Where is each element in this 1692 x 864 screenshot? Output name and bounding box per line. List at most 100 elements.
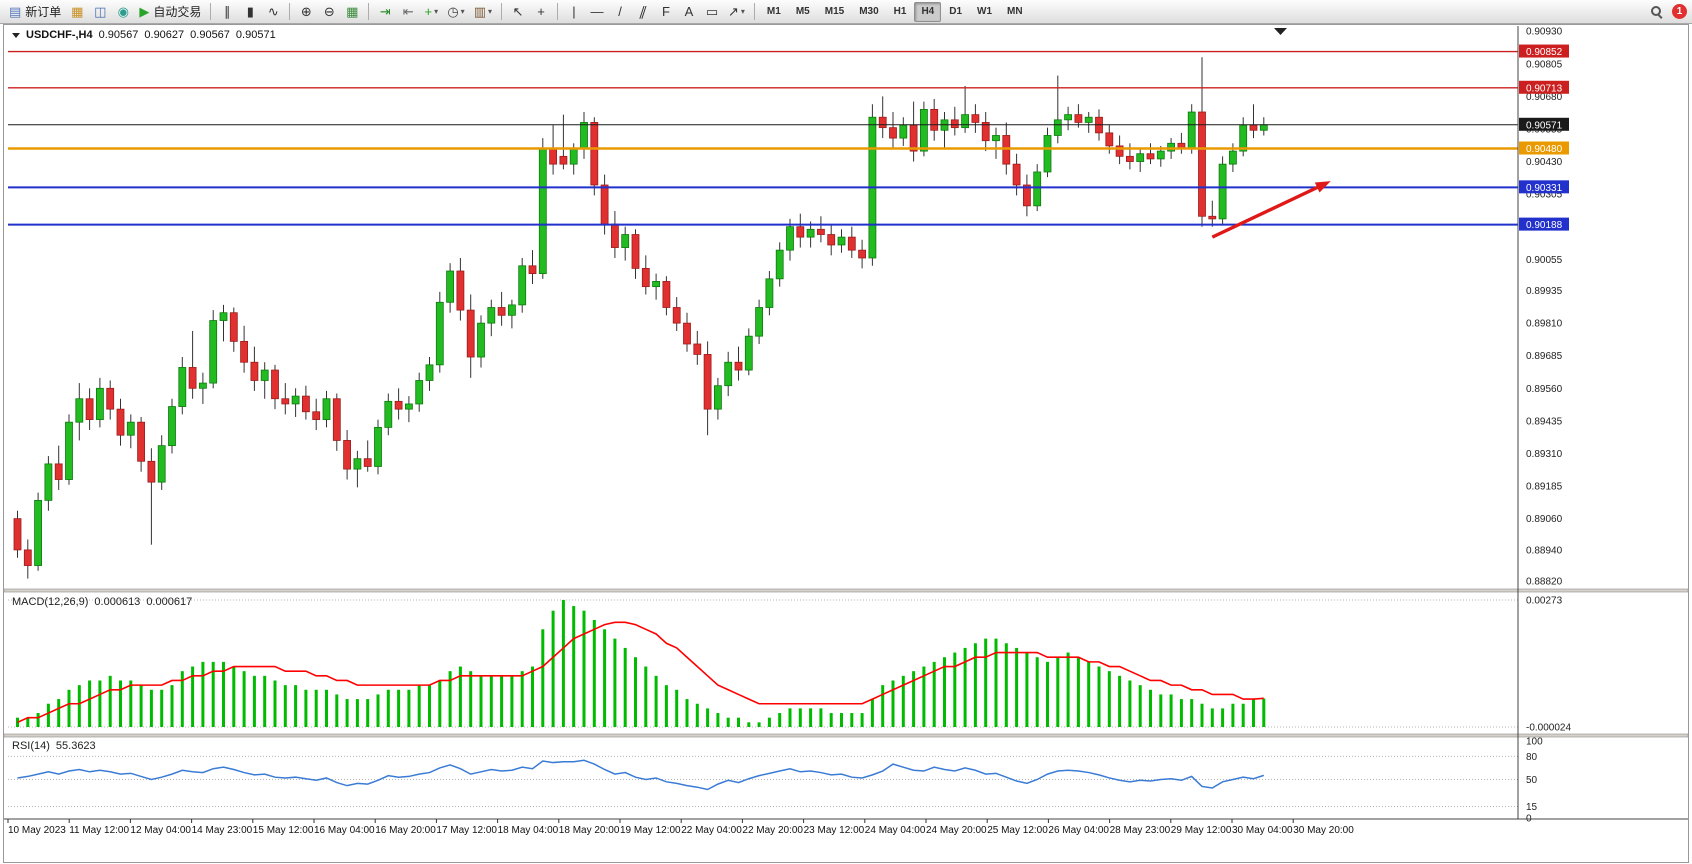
candle-bullish bbox=[755, 307, 763, 337]
notification-badge[interactable]: 1 bbox=[1672, 4, 1687, 19]
candle-bearish bbox=[693, 343, 702, 355]
candle-bullish bbox=[178, 367, 187, 407]
macd-bar bbox=[1221, 708, 1225, 727]
symbol-marker-icon[interactable] bbox=[12, 32, 20, 38]
time-axis-label: 16 May 20:00 bbox=[375, 825, 436, 836]
macd-bar bbox=[963, 647, 967, 727]
candlestick-chart-icon[interactable]: ▮ bbox=[239, 2, 261, 22]
price-badge-text: 0.90852 bbox=[1526, 47, 1563, 58]
macd-bar bbox=[1210, 708, 1214, 727]
candle-bearish bbox=[1002, 135, 1011, 165]
candle-bullish bbox=[837, 236, 846, 246]
search-icon bbox=[1650, 5, 1663, 18]
price-axis-label: 0.89185 bbox=[1526, 482, 1563, 493]
periods-icon[interactable]: ◷ ▾ bbox=[443, 2, 468, 22]
macd-bar bbox=[252, 675, 256, 727]
cursor-icon[interactable]: ↖ bbox=[507, 2, 529, 22]
symbol-period-label: USDCHF-,H4 bbox=[26, 29, 93, 41]
price-axis-label: 0.90430 bbox=[1526, 157, 1563, 168]
candle-bullish bbox=[765, 278, 774, 308]
price-axis[interactable] bbox=[1518, 26, 1692, 819]
candle-bullish bbox=[621, 234, 630, 248]
macd-bar bbox=[57, 699, 61, 727]
price-badge-text: 0.90188 bbox=[1526, 220, 1563, 231]
time-axis-label: 16 May 04:00 bbox=[314, 825, 375, 836]
trend-arrow-line[interactable] bbox=[1211, 183, 1323, 239]
candle-bearish bbox=[703, 354, 712, 410]
scripts-icon: ◉ bbox=[117, 4, 129, 19]
timeframe-h1[interactable]: H1 bbox=[893, 6, 907, 17]
candle-bearish bbox=[147, 460, 156, 483]
rsi-indicator-label: RSI(14) 55.3623 bbox=[12, 740, 96, 752]
macd-bar bbox=[973, 643, 977, 727]
candle-bullish bbox=[538, 148, 547, 275]
timeframe-h4[interactable]: H4 bbox=[914, 1, 942, 22]
macd-bar bbox=[1169, 694, 1173, 727]
timeframe-m1[interactable]: M1 bbox=[766, 6, 781, 17]
macd-bar bbox=[840, 713, 843, 727]
candle-bearish bbox=[394, 400, 403, 410]
chart-shift-icon[interactable]: ⇤ bbox=[397, 2, 419, 22]
fibonacci-icon[interactable]: F bbox=[655, 2, 677, 22]
trendline-icon[interactable]: / bbox=[609, 2, 631, 22]
crosshair-icon[interactable]: + bbox=[530, 2, 552, 22]
toolbar: ▤ 新订单 ▦ ◫ ◉ ▶ 自动交易 ∥ ▮ ∿ ⊕ ⊖ ▦ ⇥ ⇤ + ▾ ◷ ▾ ▥ ▾ ↖ + | — / ∥ F A ▭ ↗ ▾ M1 M… bbox=[0, 0, 1692, 24]
trend-arrow-head[interactable] bbox=[1314, 181, 1331, 193]
auto-scroll-icon[interactable]: ⇥ bbox=[374, 2, 396, 22]
horizontal-line-icon[interactable]: — bbox=[586, 2, 608, 22]
market-watch-icon[interactable]: ▦ bbox=[66, 2, 88, 22]
candle-bullish bbox=[899, 124, 908, 139]
macd-bar bbox=[242, 671, 246, 727]
candle-bearish bbox=[1198, 111, 1206, 217]
candle-bullish bbox=[425, 364, 434, 381]
arrows-icon: ↗ bbox=[728, 4, 739, 19]
candle-bullish bbox=[168, 406, 176, 447]
indicators-icon[interactable]: + ▾ bbox=[420, 2, 442, 22]
vertical-line-icon[interactable]: | bbox=[563, 2, 585, 22]
autotrading-button[interactable]: ▶ 自动交易 bbox=[135, 2, 205, 22]
time-axis-label: 30 May 20:00 bbox=[1293, 825, 1354, 836]
macd-bar bbox=[211, 661, 215, 727]
timeframe-m5[interactable]: M5 bbox=[795, 6, 810, 17]
chart-shift-marker[interactable] bbox=[1274, 28, 1287, 35]
macd-bar bbox=[1241, 703, 1245, 727]
data-window-icon[interactable]: ◫ bbox=[89, 2, 111, 22]
macd-bar bbox=[67, 689, 71, 727]
candle-bearish bbox=[188, 367, 197, 389]
bar-chart-icon[interactable]: ∥ bbox=[216, 2, 238, 22]
macd-bar bbox=[119, 680, 122, 727]
templates-icon[interactable]: ▥ ▾ bbox=[470, 2, 496, 22]
label-icon[interactable]: ▭ bbox=[701, 2, 723, 22]
zoom-out-icon[interactable]: ⊖ bbox=[318, 2, 340, 22]
tile-windows-icon[interactable]: ▦ bbox=[341, 2, 363, 22]
macd-bar bbox=[489, 675, 493, 727]
macd-signal-value: 0.000617 bbox=[146, 596, 193, 608]
text-icon[interactable]: A bbox=[678, 2, 700, 22]
candle-bullish bbox=[1259, 124, 1268, 131]
new-order-button[interactable]: ▤ 新订单 bbox=[5, 2, 65, 22]
pane-divider[interactable] bbox=[3, 733, 1689, 738]
candle-bearish bbox=[559, 155, 568, 165]
timeframe-d1[interactable]: D1 bbox=[949, 6, 963, 17]
timeframe-w1[interactable]: W1 bbox=[977, 6, 993, 17]
search-button[interactable] bbox=[1645, 2, 1667, 22]
candle-bearish bbox=[641, 268, 650, 288]
macd-bar bbox=[1107, 671, 1111, 727]
price-badge bbox=[1519, 117, 1569, 131]
macd-bar bbox=[520, 671, 524, 727]
time-axis[interactable] bbox=[4, 819, 1518, 845]
price-axis-label: 0.89310 bbox=[1526, 449, 1563, 460]
timeframe-mn[interactable]: MN bbox=[1007, 6, 1023, 17]
scripts-icon[interactable]: ◉ bbox=[112, 2, 134, 22]
timeframe-m15[interactable]: M15 bbox=[824, 6, 845, 17]
arrows-icon[interactable]: ↗ ▾ bbox=[724, 2, 749, 22]
channel-icon[interactable]: ∥ bbox=[632, 2, 654, 22]
pane-divider[interactable] bbox=[3, 588, 1689, 593]
macd-bar bbox=[1097, 666, 1101, 727]
timeframe-m30[interactable]: M30 bbox=[859, 6, 879, 17]
bar-chart-icon: ∥ bbox=[224, 4, 231, 19]
candle-bearish bbox=[847, 236, 856, 251]
zoom-in-icon[interactable]: ⊕ bbox=[295, 2, 317, 22]
macd-bar bbox=[592, 620, 596, 727]
line-chart-icon[interactable]: ∿ bbox=[262, 2, 284, 22]
